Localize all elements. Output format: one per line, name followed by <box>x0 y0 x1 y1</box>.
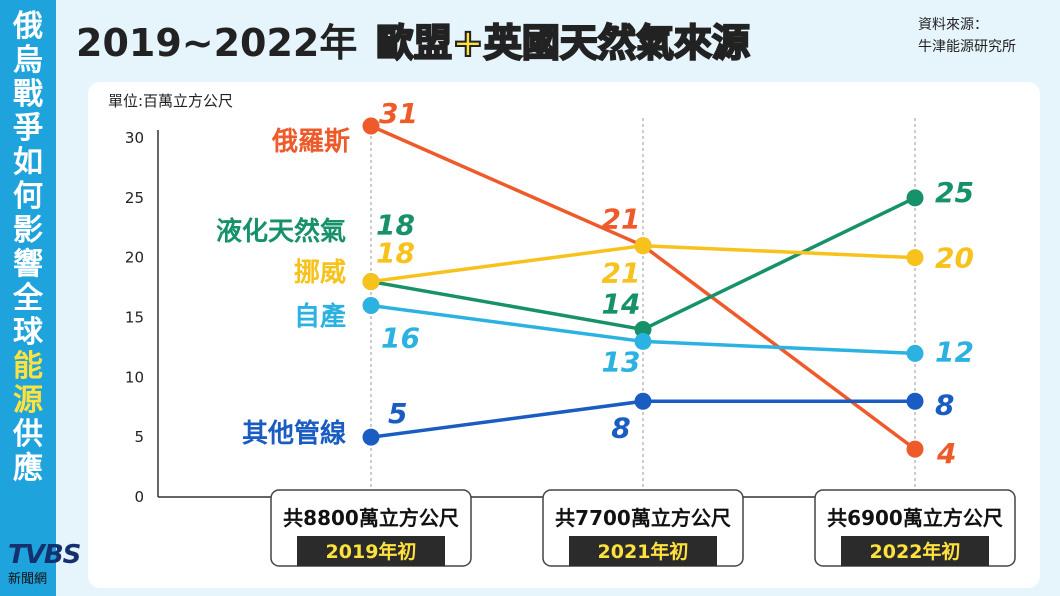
x-tick-label: 2021年初 <box>598 540 689 563</box>
x-tick-label: 2022年初 <box>870 540 961 563</box>
series-name-label: 自產 <box>294 301 346 332</box>
data-point <box>362 273 380 291</box>
data-label: 25 <box>935 176 974 209</box>
data-label: 13 <box>602 345 641 378</box>
data-point <box>362 428 380 446</box>
data-label: 12 <box>935 335 974 368</box>
data-point <box>634 392 652 410</box>
series-name-label: 俄羅斯 <box>271 127 350 157</box>
title-highlight: 歐盟+英國天然氣來源 <box>375 20 751 66</box>
data-point <box>634 237 652 255</box>
source-note: 資料來源： 牛津能源研究所 <box>918 14 1016 58</box>
total-label: 共6900萬立方公尺 <box>827 506 1003 530</box>
data-label: 20 <box>935 242 974 275</box>
series-name-label: 液化天然氣 <box>216 216 346 247</box>
data-point <box>362 297 380 315</box>
category-box: 共7700萬立方公尺 2021年初 <box>542 489 744 567</box>
category-boxes: 共8800萬立方公尺 2019年初 共7700萬立方公尺 2021年初 共6900萬立方… <box>270 489 1016 567</box>
source-label: 資料來源： <box>918 17 988 33</box>
y-tick-label: 0 <box>134 488 144 506</box>
data-label: 8 <box>611 411 630 444</box>
y-tick-label: 30 <box>125 129 144 147</box>
data-label: 4 <box>936 437 956 470</box>
y-tick-label: 15 <box>125 309 144 327</box>
data-label: 16 <box>381 322 420 355</box>
data-point <box>906 344 924 362</box>
y-tick-label: 25 <box>125 189 144 207</box>
year-badge <box>297 536 445 566</box>
data-label: 14 <box>602 287 641 320</box>
data-label: 5 <box>388 397 407 430</box>
data-point <box>906 440 924 458</box>
data-point <box>634 320 652 338</box>
series-name-label: 挪威 <box>294 257 346 288</box>
data-point <box>634 332 652 350</box>
data-point <box>906 189 924 207</box>
x-tick-label: 2019年初 <box>326 540 417 563</box>
vertical-title: 俄烏戰爭如何影響全球能源供應 <box>6 10 50 486</box>
series-group: 5 8 8 其他管線 <box>242 388 955 449</box>
data-label: 21 <box>602 257 641 290</box>
unit-label: 單位:百萬立方公尺 <box>108 92 233 110</box>
series-group: 18 14 25 液化天然氣 <box>216 176 974 338</box>
category-box: 共6900萬立方公尺 2022年初 <box>814 489 1016 567</box>
series-group: 31 21 4 俄羅斯 <box>271 97 957 470</box>
year-badge <box>569 536 717 566</box>
series-name-label: 其他管線 <box>242 418 346 449</box>
y-tick-label: 5 <box>134 428 144 446</box>
vertical-title-text-end: 供應 <box>13 417 43 486</box>
data-label: 31 <box>379 97 418 130</box>
logo-sub: 新聞網 <box>8 572 48 587</box>
vertical-title-highlight: 能源 <box>13 349 43 418</box>
data-point <box>906 392 924 410</box>
y-tick-label: 10 <box>125 368 144 386</box>
sidebar: 俄烏戰爭如何影響全球能源供應 <box>0 0 56 596</box>
vertical-title-text: 俄烏戰爭如何影響全球 <box>13 9 43 350</box>
data-label: 18 <box>376 209 415 242</box>
data-label: 18 <box>376 237 415 270</box>
series-group: 18 21 20 挪威 <box>294 237 974 291</box>
data-point <box>906 249 924 267</box>
data-label: 21 <box>602 203 641 236</box>
y-tick-label: 20 <box>125 249 144 267</box>
category-gridlines <box>370 118 916 497</box>
series-group: 16 13 12 自產 <box>294 297 974 378</box>
year-badge <box>841 536 989 566</box>
total-label: 共8800萬立方公尺 <box>283 506 459 530</box>
source-name: 牛津能源研究所 <box>918 39 1016 55</box>
data-point <box>362 117 380 135</box>
category-box: 共8800萬立方公尺 2019年初 <box>270 489 472 567</box>
series-lines: 31 21 4 俄羅斯 18 14 25 液化天然氣 18 21 20 挪威 16 13 12 自產 5 8 8 其他… <box>216 97 974 470</box>
title-main: 2019~2022年 <box>76 21 358 65</box>
data-label: 8 <box>935 388 954 421</box>
total-label: 共7700萬立方公尺 <box>555 506 731 530</box>
